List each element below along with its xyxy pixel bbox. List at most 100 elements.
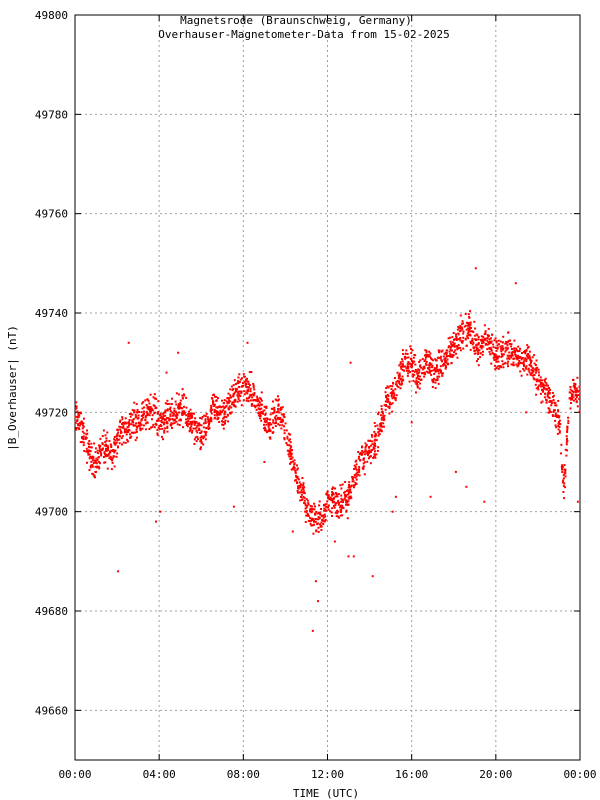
data-point [536,378,539,381]
data-point [473,350,476,352]
data-point [401,364,404,367]
data-point [380,429,383,432]
data-point [401,369,404,371]
data-point [240,392,243,394]
data-point [177,404,180,407]
data-point [82,441,85,444]
data-point [354,476,357,479]
data-point [166,427,169,429]
data-point [300,493,303,496]
data-point [575,394,577,397]
data-point [268,427,271,430]
data-point [181,394,184,397]
data-point [545,384,548,387]
data-point [402,353,405,355]
data-point [193,443,196,445]
data-point [260,419,263,422]
data-point [534,371,537,374]
data-point [387,395,390,397]
data-point [439,365,442,368]
data-point [411,370,414,372]
data-point [293,462,296,465]
data-point [176,406,179,409]
data-point [566,427,569,430]
data-point [428,368,431,371]
data-point [148,414,151,417]
data-point [330,511,333,514]
data-point [317,530,320,533]
data-point [171,397,173,400]
data-point [173,422,176,425]
data-point [318,517,321,520]
data-point [79,441,82,444]
data-point [335,502,337,505]
data-point [435,359,438,362]
data-point [81,430,84,433]
data-point [94,459,97,462]
data-point [140,415,143,417]
data-point [83,432,86,435]
data-point [229,394,232,397]
data-point [145,410,148,413]
data-point [126,438,129,441]
data-point [191,431,193,434]
data-point [171,417,174,420]
data-point [355,483,358,486]
data-point [119,426,122,428]
data-point [287,432,290,435]
data-point [299,486,302,489]
data-point [479,356,482,359]
data-point [337,499,340,502]
data-point [353,474,356,476]
data-point [377,431,380,434]
data-point [424,362,427,365]
data-point [445,361,448,364]
data-point [313,519,316,522]
data-point [161,418,164,421]
data-point [128,419,131,421]
data-point [424,349,427,352]
data-point [504,342,507,345]
data-point [212,394,215,397]
data-point [309,504,312,507]
data-point [444,367,447,370]
data-point [559,423,562,425]
data-point [196,424,199,427]
data-point [413,370,416,373]
data-point [98,461,101,463]
data-point [477,336,480,339]
data-point [130,423,133,426]
data-point [209,418,212,421]
data-point [377,446,380,449]
data-point [273,408,276,411]
data-point [257,399,260,402]
data-point [138,425,141,428]
data-point [329,510,332,513]
data-point [511,348,513,350]
data-point [263,417,265,420]
outlier-point [514,282,517,285]
data-point [213,408,216,411]
data-point [140,419,143,422]
data-point [260,391,263,394]
data-point [143,412,145,415]
data-point [424,354,426,357]
data-point [225,400,228,403]
data-point [229,412,232,415]
data-point [536,366,539,369]
data-point [341,499,344,501]
data-point [193,438,196,441]
data-point [161,435,163,438]
data-point [244,380,246,383]
data-point [355,472,358,475]
data-point [134,439,137,442]
data-point [493,339,496,342]
data-point [507,340,510,342]
data-point [351,476,354,479]
data-point [438,356,441,359]
data-point [92,462,95,464]
data-point [452,354,455,357]
data-point [322,516,325,519]
data-point [365,445,368,448]
data-point [279,421,282,423]
